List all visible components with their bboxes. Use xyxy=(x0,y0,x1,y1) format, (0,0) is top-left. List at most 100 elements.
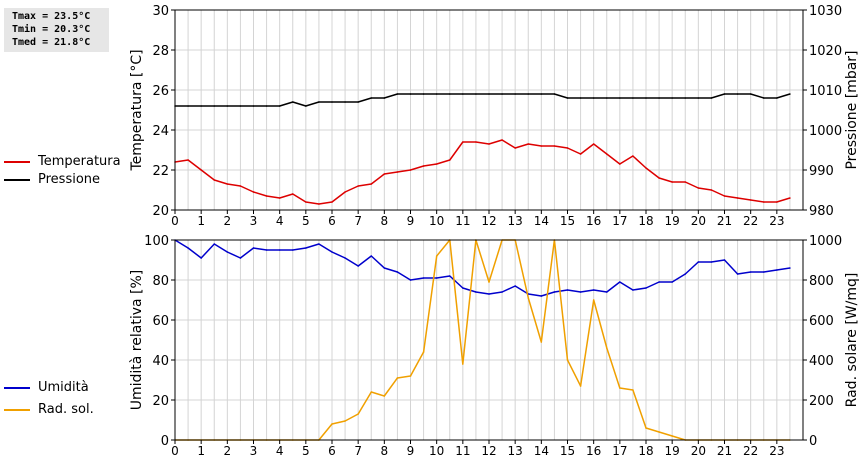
data-point-umidit xyxy=(187,247,189,249)
x-tick-label: 15 xyxy=(560,214,575,228)
data-point-umidit xyxy=(422,277,425,279)
data-point-umidit xyxy=(566,289,569,291)
y-right-tick-label: 1030 xyxy=(809,4,842,19)
data-point-temperatura xyxy=(566,147,569,149)
y-right-tick-label: 990 xyxy=(809,164,834,179)
data-point-umidit xyxy=(409,279,412,281)
x-tick-label: 19 xyxy=(665,444,680,458)
x-tick-label: 18 xyxy=(638,214,653,228)
x-tick-label: 16 xyxy=(586,444,601,458)
data-point-rad-sol xyxy=(409,375,412,377)
data-point-rad-sol xyxy=(357,413,359,415)
series-line-umidit xyxy=(174,239,791,297)
x-tick-label: 17 xyxy=(612,214,627,228)
data-point-umidit xyxy=(291,249,294,251)
data-point-umidit xyxy=(383,267,386,269)
x-tick-label: 10 xyxy=(429,214,444,228)
data-point-pressione xyxy=(187,105,189,107)
data-point-temperatura xyxy=(749,199,752,201)
data-point-rad-sol xyxy=(396,377,399,379)
y-left-tick-label: 20 xyxy=(152,394,169,409)
data-point-rad-sol xyxy=(592,299,595,301)
y-left-tick-label: 0 xyxy=(161,434,169,449)
data-point-pressione xyxy=(566,97,569,99)
data-point-umidit xyxy=(776,269,778,271)
x-tick-label: 13 xyxy=(508,214,523,228)
y-right-tick-label: 1000 xyxy=(809,124,842,139)
data-point-pressione xyxy=(200,105,202,107)
x-tick-label: 11 xyxy=(455,214,470,228)
data-point-pressione xyxy=(553,93,556,95)
data-point-rad-sol xyxy=(331,423,333,425)
data-point-pressione xyxy=(527,93,530,95)
data-point-temperatura xyxy=(213,179,216,181)
x-tick-label: 14 xyxy=(534,444,549,458)
data-point-pressione xyxy=(645,97,647,99)
x-tick-label: 6 xyxy=(328,444,336,458)
data-point-temperatura xyxy=(200,169,202,171)
data-point-temperatura xyxy=(645,167,647,169)
legend-label-umidita: Umidità xyxy=(38,380,89,395)
data-point-pressione xyxy=(278,105,281,107)
data-point-pressione xyxy=(789,93,791,95)
y-right-tick-label: 980 xyxy=(809,204,834,219)
data-point-pressione xyxy=(579,97,582,99)
data-point-temperatura xyxy=(488,143,490,145)
legend-label-pressione: Pressione xyxy=(38,172,101,187)
x-tick-label: 4 xyxy=(276,214,284,228)
x-tick-label: 5 xyxy=(302,444,310,458)
data-point-pressione xyxy=(592,97,595,99)
data-point-umidit xyxy=(448,275,451,277)
series-line-rad-sol xyxy=(175,239,790,441)
data-point-umidit xyxy=(762,271,765,273)
x-tick-label: 3 xyxy=(250,214,258,228)
data-point-pressione xyxy=(776,97,778,99)
x-tick-label: 15 xyxy=(560,444,575,458)
x-tick-label: 21 xyxy=(717,214,732,228)
data-point-temperatura xyxy=(305,201,307,203)
data-point-rad-sol xyxy=(422,351,425,353)
data-point-rad-sol xyxy=(462,363,464,365)
y-left-tick-label: 22 xyxy=(152,164,169,179)
data-point-temperatura xyxy=(252,191,255,193)
data-point-umidit xyxy=(605,291,608,293)
y-left-tick-label: 24 xyxy=(152,124,169,139)
data-point-temperatura xyxy=(671,181,673,183)
data-point-umidit xyxy=(318,243,320,245)
y-left-tick-label: 80 xyxy=(152,274,169,289)
data-point-temperatura xyxy=(501,139,503,141)
x-tick-label: 23 xyxy=(769,214,784,228)
data-point-pressione xyxy=(409,93,412,95)
y-right-tick-label: 600 xyxy=(809,314,834,329)
data-point-pressione xyxy=(344,101,346,103)
data-point-temperatura xyxy=(344,191,346,193)
data-point-rad-sol xyxy=(383,395,386,397)
x-tick-label: 13 xyxy=(508,444,523,458)
data-point-temperatura xyxy=(632,155,634,157)
x-tick-label: 6 xyxy=(328,214,336,228)
data-point-temperatura xyxy=(514,147,516,149)
x-tick-label: 0 xyxy=(171,214,179,228)
data-point-temperatura xyxy=(357,185,359,187)
x-tick-label: 16 xyxy=(586,214,601,228)
data-point-umidit xyxy=(553,291,556,293)
x-tick-label: 22 xyxy=(743,444,758,458)
data-point-umidit xyxy=(305,247,307,249)
data-point-umidit xyxy=(488,293,490,295)
data-point-temperatura xyxy=(592,143,595,145)
data-point-pressione xyxy=(252,105,255,107)
data-point-temperatura xyxy=(187,159,189,161)
y-left-tick-label: 30 xyxy=(152,4,169,19)
legend-swatch-umidita xyxy=(4,387,30,389)
data-point-umidit xyxy=(540,295,543,297)
data-point-temperatura xyxy=(331,201,333,203)
data-point-temperatura xyxy=(265,195,268,197)
x-tick-label: 2 xyxy=(224,214,232,228)
data-point-umidit xyxy=(475,291,477,293)
data-point-pressione xyxy=(619,97,621,99)
y-left-tick-label: 28 xyxy=(152,44,169,59)
data-point-temperatura xyxy=(527,143,530,145)
data-point-umidit xyxy=(370,255,373,257)
data-point-temperatura xyxy=(383,173,386,175)
x-tick-label: 1 xyxy=(197,444,205,458)
